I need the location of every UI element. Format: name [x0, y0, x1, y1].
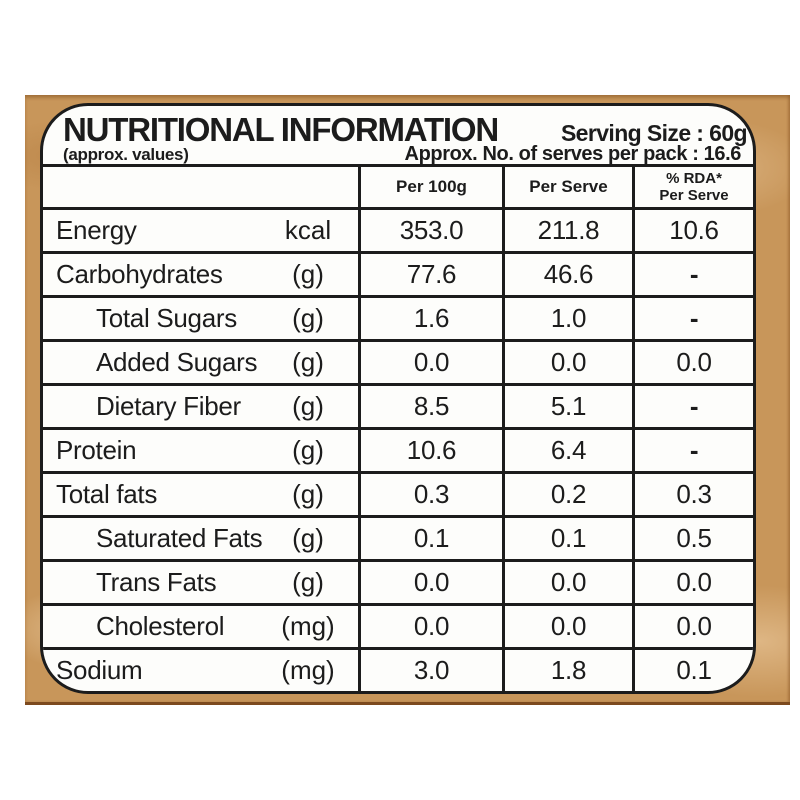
nutrient-unit: (g) — [292, 391, 324, 421]
col-header-rda-line2: Per Serve — [659, 187, 729, 204]
nutrient-unit: kcal — [284, 215, 332, 245]
value-per-100g: 1.6 — [358, 298, 502, 339]
nutrient-name: Carbohydrates — [56, 259, 223, 289]
value-rda-per-serve: - — [632, 298, 753, 339]
nutrient-cell: Cholesterol (mg) — [43, 606, 358, 647]
panel-title: NUTRITIONAL INFORMATION — [63, 111, 499, 148]
nutrient-name: Total fats — [56, 479, 158, 509]
table-row: Protein (g) 10.6 6.4 - — [43, 427, 753, 471]
nutrient-unit: (g) — [292, 567, 324, 597]
nutrient-cell: Total Sugars (g) — [43, 298, 358, 339]
nutrient-name: Saturated Fats — [96, 523, 263, 553]
value-rda-per-serve: - — [632, 254, 753, 295]
value-per-100g: 0.3 — [358, 474, 502, 515]
col-header-rda-per-serve: % RDA* Per Serve — [632, 167, 753, 207]
serving-size: Serving Size : 60g — [560, 120, 748, 146]
nutrient-unit: (g) — [292, 347, 324, 377]
value-per-100g: 3.0 — [358, 650, 502, 691]
package-background: NUTRITIONAL INFORMATION Serving Size : 6… — [25, 95, 790, 705]
panel-subtitle-row: (approx. values) Approx. No. of serves p… — [63, 143, 747, 166]
value-per-100g: 0.1 — [358, 518, 502, 559]
value-per-100g: 0.0 — [358, 606, 502, 647]
value-per-serve: 0.0 — [502, 562, 632, 603]
value-per-serve: 0.0 — [502, 606, 632, 647]
nutrient-cell: Added Sugars (g) — [43, 342, 358, 383]
nutrient-unit: (g) — [292, 523, 324, 553]
table-row: Sodium (mg) 3.0 1.8 0.1 — [43, 647, 753, 691]
nutrient-cell: Sodium (mg) — [43, 650, 358, 691]
nutrient-cell: Protein (g) — [43, 430, 358, 471]
nutrient-name: Energy — [56, 215, 137, 245]
table-row: Dietary Fiber (g) 8.5 5.1 - — [43, 383, 753, 427]
value-rda-per-serve: 0.0 — [632, 342, 753, 383]
nutrient-unit: (mg) — [281, 655, 335, 685]
value-per-100g: 353.0 — [358, 210, 502, 251]
value-per-100g: 8.5 — [358, 386, 502, 427]
value-per-serve: 0.0 — [502, 342, 632, 383]
table-row: Carbohydrates (g) 77.6 46.6 - — [43, 251, 753, 295]
nutrient-unit: (mg) — [281, 611, 335, 641]
nutrient-name: Cholesterol — [96, 611, 225, 641]
value-per-100g: 10.6 — [358, 430, 502, 471]
value-rda-per-serve: - — [632, 430, 753, 471]
value-per-serve: 1.8 — [502, 650, 632, 691]
col-header-per-100g: Per 100g — [358, 167, 502, 207]
nutrient-unit: (g) — [292, 259, 324, 289]
table-header-row: Per 100g Per Serve % RDA* Per Serve — [43, 167, 753, 207]
table-row: Energy kcal 353.0 211.8 10.6 — [43, 207, 753, 251]
table-row: Trans Fats (g) 0.0 0.0 0.0 — [43, 559, 753, 603]
nutrient-name: Total Sugars — [96, 303, 237, 333]
nutrient-cell: Energy kcal — [43, 210, 358, 251]
value-rda-per-serve: 0.0 — [632, 606, 753, 647]
value-per-serve: 0.1 — [502, 518, 632, 559]
value-rda-per-serve: 0.3 — [632, 474, 753, 515]
value-rda-per-serve: 0.1 — [632, 650, 753, 691]
nutrient-cell: Trans Fats (g) — [43, 562, 358, 603]
value-per-serve: 5.1 — [502, 386, 632, 427]
nutrient-name: Added Sugars — [96, 347, 258, 377]
value-rda-per-serve: - — [632, 386, 753, 427]
value-per-100g: 77.6 — [358, 254, 502, 295]
table-row: Cholesterol (mg) 0.0 0.0 0.0 — [43, 603, 753, 647]
nutrient-name: Sodium — [56, 655, 143, 685]
nutrient-unit: (g) — [292, 303, 324, 333]
approx-values-note: (approx. values) — [63, 145, 189, 164]
nutrient-cell: Dietary Fiber (g) — [43, 386, 358, 427]
value-rda-per-serve: 0.0 — [632, 562, 753, 603]
value-per-serve: 0.2 — [502, 474, 632, 515]
nutrient-cell: Saturated Fats (g) — [43, 518, 358, 559]
nutrition-table: Per 100g Per Serve % RDA* Per Serve Ener… — [43, 167, 753, 691]
col-header-rda-line1: % RDA* — [666, 169, 722, 187]
table-row: Total Sugars (g) 1.6 1.0 - — [43, 295, 753, 339]
nutrient-name: Protein — [56, 435, 137, 465]
panel-header: NUTRITIONAL INFORMATION Serving Size : 6… — [43, 106, 753, 167]
serves-per-pack: Approx. No. of serves per pack : 16.6 — [404, 143, 742, 165]
value-rda-per-serve: 0.5 — [632, 518, 753, 559]
nutrient-cell: Total fats (g) — [43, 474, 358, 515]
col-header-per-serve: Per Serve — [502, 167, 632, 207]
table-row: Saturated Fats (g) 0.1 0.1 0.5 — [43, 515, 753, 559]
nutrient-unit: (g) — [292, 435, 324, 465]
value-per-serve: 46.6 — [502, 254, 632, 295]
value-rda-per-serve: 10.6 — [632, 210, 753, 251]
panel-title-row: NUTRITIONAL INFORMATION Serving Size : 6… — [63, 111, 748, 149]
value-per-100g: 0.0 — [358, 342, 502, 383]
col-header-nutrient-empty — [43, 167, 358, 207]
nutrition-facts-panel: NUTRITIONAL INFORMATION Serving Size : 6… — [40, 103, 756, 694]
table-row: Total fats (g) 0.3 0.2 0.3 — [43, 471, 753, 515]
value-per-serve: 211.8 — [502, 210, 632, 251]
nutrient-cell: Carbohydrates (g) — [43, 254, 358, 295]
nutrient-unit: (g) — [292, 479, 324, 509]
value-per-100g: 0.0 — [358, 562, 502, 603]
nutrient-name: Dietary Fiber — [96, 391, 241, 421]
value-per-serve: 1.0 — [502, 298, 632, 339]
value-per-serve: 6.4 — [502, 430, 632, 471]
nutrient-name: Trans Fats — [96, 567, 217, 597]
table-row: Added Sugars (g) 0.0 0.0 0.0 — [43, 339, 753, 383]
